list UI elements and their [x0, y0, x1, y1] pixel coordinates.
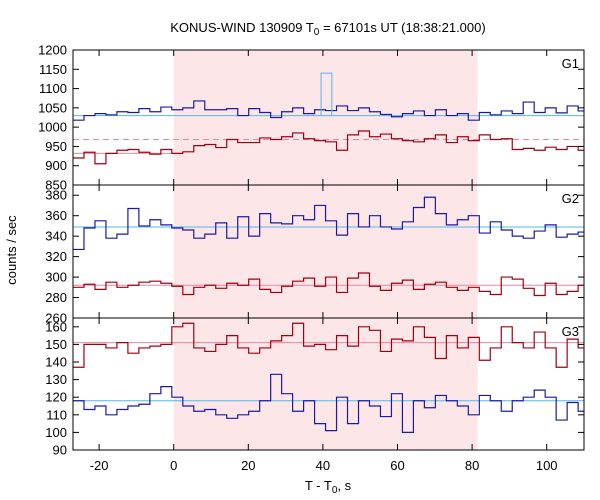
histogram-series-blue: [73, 373, 584, 433]
x-tick-label: 60: [390, 458, 404, 473]
x-axis-label: T - T0, s: [305, 478, 352, 496]
y-tick-label: 100: [45, 425, 67, 440]
y-tick-label: 140: [45, 355, 67, 370]
spike-bin: [320, 72, 333, 116]
y-tick-label: 300: [45, 270, 67, 285]
y-tick-label: 260: [45, 311, 67, 326]
panel-label: G1: [562, 56, 579, 71]
panel-label: G2: [562, 191, 579, 206]
x-tick-label: -20: [90, 458, 109, 473]
y-tick-label: 110: [46, 407, 67, 422]
y-tick-label: 1050: [38, 100, 67, 115]
histogram-series-red: [73, 272, 584, 297]
x-tick-label: 80: [465, 458, 479, 473]
y-tick-label: 1150: [39, 62, 67, 77]
panel-g3: 90 100 110 120 130 140 150 160 G3: [45, 317, 585, 458]
x-tick-label: 40: [316, 458, 330, 473]
y-tick-label: 120: [45, 390, 67, 405]
x-tick-label: 20: [241, 458, 255, 473]
y-tick-label: 1000: [38, 120, 67, 135]
histogram-series-red: [73, 322, 584, 368]
histogram-series-blue: [73, 100, 584, 121]
x-tick-label: 100: [536, 458, 558, 473]
y-tick-label: 340: [45, 229, 67, 244]
y-tick-label: 90: [53, 443, 67, 458]
y-tick-label: 950: [45, 139, 67, 154]
y-tick-label: 280: [45, 290, 67, 305]
y-tick-label: 320: [45, 249, 67, 264]
y-tick-label: 360: [45, 208, 67, 223]
y-tick-label: 380: [45, 188, 67, 203]
panel-plot-area: [73, 72, 584, 165]
chart-title: KONUS-WIND 130909 T0 = 67101s UT (18:38:…: [170, 20, 485, 38]
y-tick-label: 1100: [39, 81, 67, 96]
y-tick-label: 160: [45, 319, 67, 334]
y-tick-label: 900: [45, 158, 67, 173]
panel-frame: [72, 317, 585, 451]
y-tick-label: 1200: [38, 43, 67, 58]
y-tick-label: 150: [45, 337, 67, 352]
y-axis-label: counts / sec: [4, 215, 19, 285]
x-tick-label: 0: [170, 458, 177, 473]
histogram-series-red: [73, 130, 584, 165]
shaded-interval: [173, 50, 478, 450]
panel-plot-area: [73, 196, 584, 297]
y-tick-label: 130: [45, 372, 67, 387]
chart-panels: 85090095010001050110011501200G1260280300…: [38, 43, 585, 473]
y-tick-label: 850: [45, 178, 67, 193]
panel-label: G3: [562, 324, 579, 339]
panel-plot-area: [73, 322, 584, 433]
histogram-series-blue: [73, 196, 584, 251]
